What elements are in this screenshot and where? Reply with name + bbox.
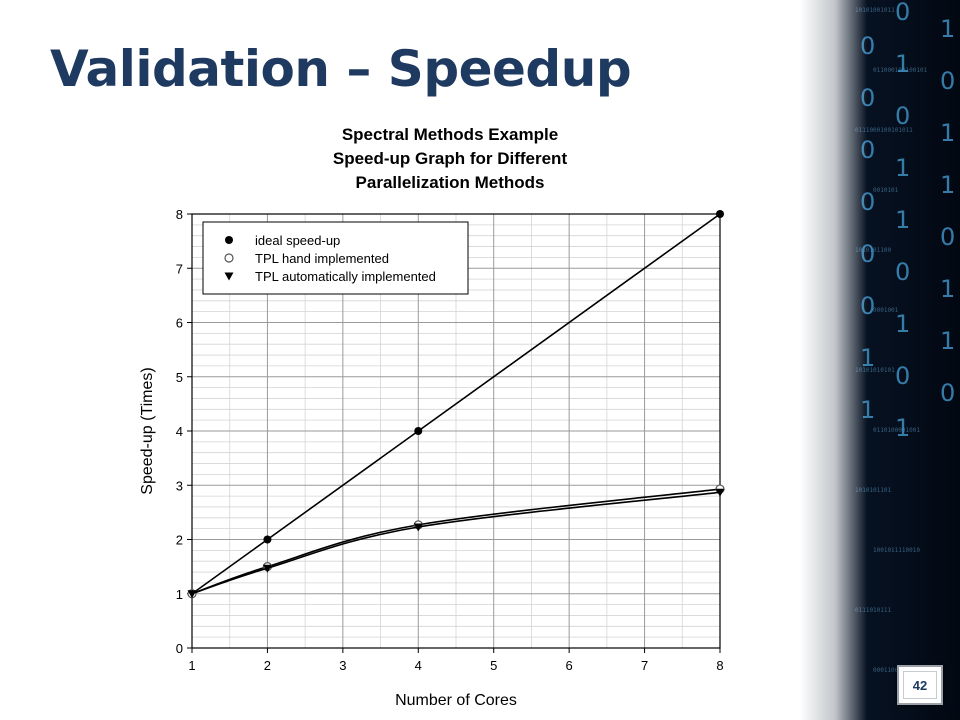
- series-line-ideal: [191, 213, 721, 595]
- y-tick-label: 0: [176, 641, 183, 656]
- data-point-tpl-auto: [262, 564, 272, 573]
- data-point-tpl-auto: [187, 590, 197, 599]
- x-tick-label: 2: [264, 658, 271, 673]
- x-tick-label: 5: [490, 658, 497, 673]
- chart-title-line-3: Parallelization Methods: [356, 173, 545, 192]
- chart-title-line-2: Speed-up Graph for Different: [333, 149, 568, 168]
- y-axis-label: Speed-up (Times): [139, 367, 156, 494]
- legend-box: [202, 221, 469, 295]
- slide-number: 42: [912, 677, 928, 693]
- series-line-tpl-auto: [191, 491, 721, 595]
- y-tick-label: 8: [176, 207, 183, 222]
- y-tick-label: 5: [176, 370, 183, 385]
- y-tick-label: 7: [176, 261, 183, 276]
- y-tick-label: 1: [176, 587, 183, 602]
- legend-marker-tpl-hand: [224, 253, 234, 263]
- x-tick-label: 7: [641, 658, 648, 673]
- x-tick-label: 3: [339, 658, 346, 673]
- series-line-tpl-hand: [191, 488, 721, 595]
- data-point-tpl-auto: [413, 523, 423, 532]
- x-tick-label: 8: [716, 658, 723, 673]
- slide-number-box: 42: [897, 665, 943, 705]
- legend-marker-tpl-auto: [224, 272, 234, 281]
- x-tick-label: 4: [415, 658, 422, 673]
- x-tick-label: 6: [566, 658, 573, 673]
- legend-label-tpl-hand: TPL hand implemented: [255, 251, 389, 266]
- data-point-ideal: [716, 210, 724, 218]
- series-tpl-auto: [187, 488, 725, 599]
- binary-decoration: 1010100101101100010010010101110001001010…: [800, 0, 960, 720]
- series-ideal: [188, 210, 724, 598]
- chart-title-line-1: Spectral Methods Example: [342, 125, 558, 144]
- series-layer: [187, 210, 725, 599]
- legend-label-tpl-auto: TPL automatically implemented: [255, 269, 436, 284]
- data-point-tpl-auto: [715, 488, 725, 497]
- legend-label-ideal: ideal speed-up: [255, 233, 340, 248]
- y-tick-label: 6: [176, 316, 183, 331]
- slide-title: Validation – Speedup: [50, 40, 632, 98]
- legend: ideal speed-up TPL hand implemented TPL …: [202, 221, 469, 295]
- y-tick-label: 4: [176, 424, 183, 439]
- y-tick-label: 2: [176, 533, 183, 548]
- axis-ticks: [187, 213, 721, 653]
- data-point-ideal: [414, 427, 423, 435]
- data-point-ideal: [263, 535, 272, 544]
- legend-marker-ideal: [225, 236, 233, 244]
- x-tick-label: 1: [188, 658, 195, 673]
- y-tick-label: 3: [176, 478, 183, 493]
- x-axis-label: Number of Cores: [395, 692, 517, 709]
